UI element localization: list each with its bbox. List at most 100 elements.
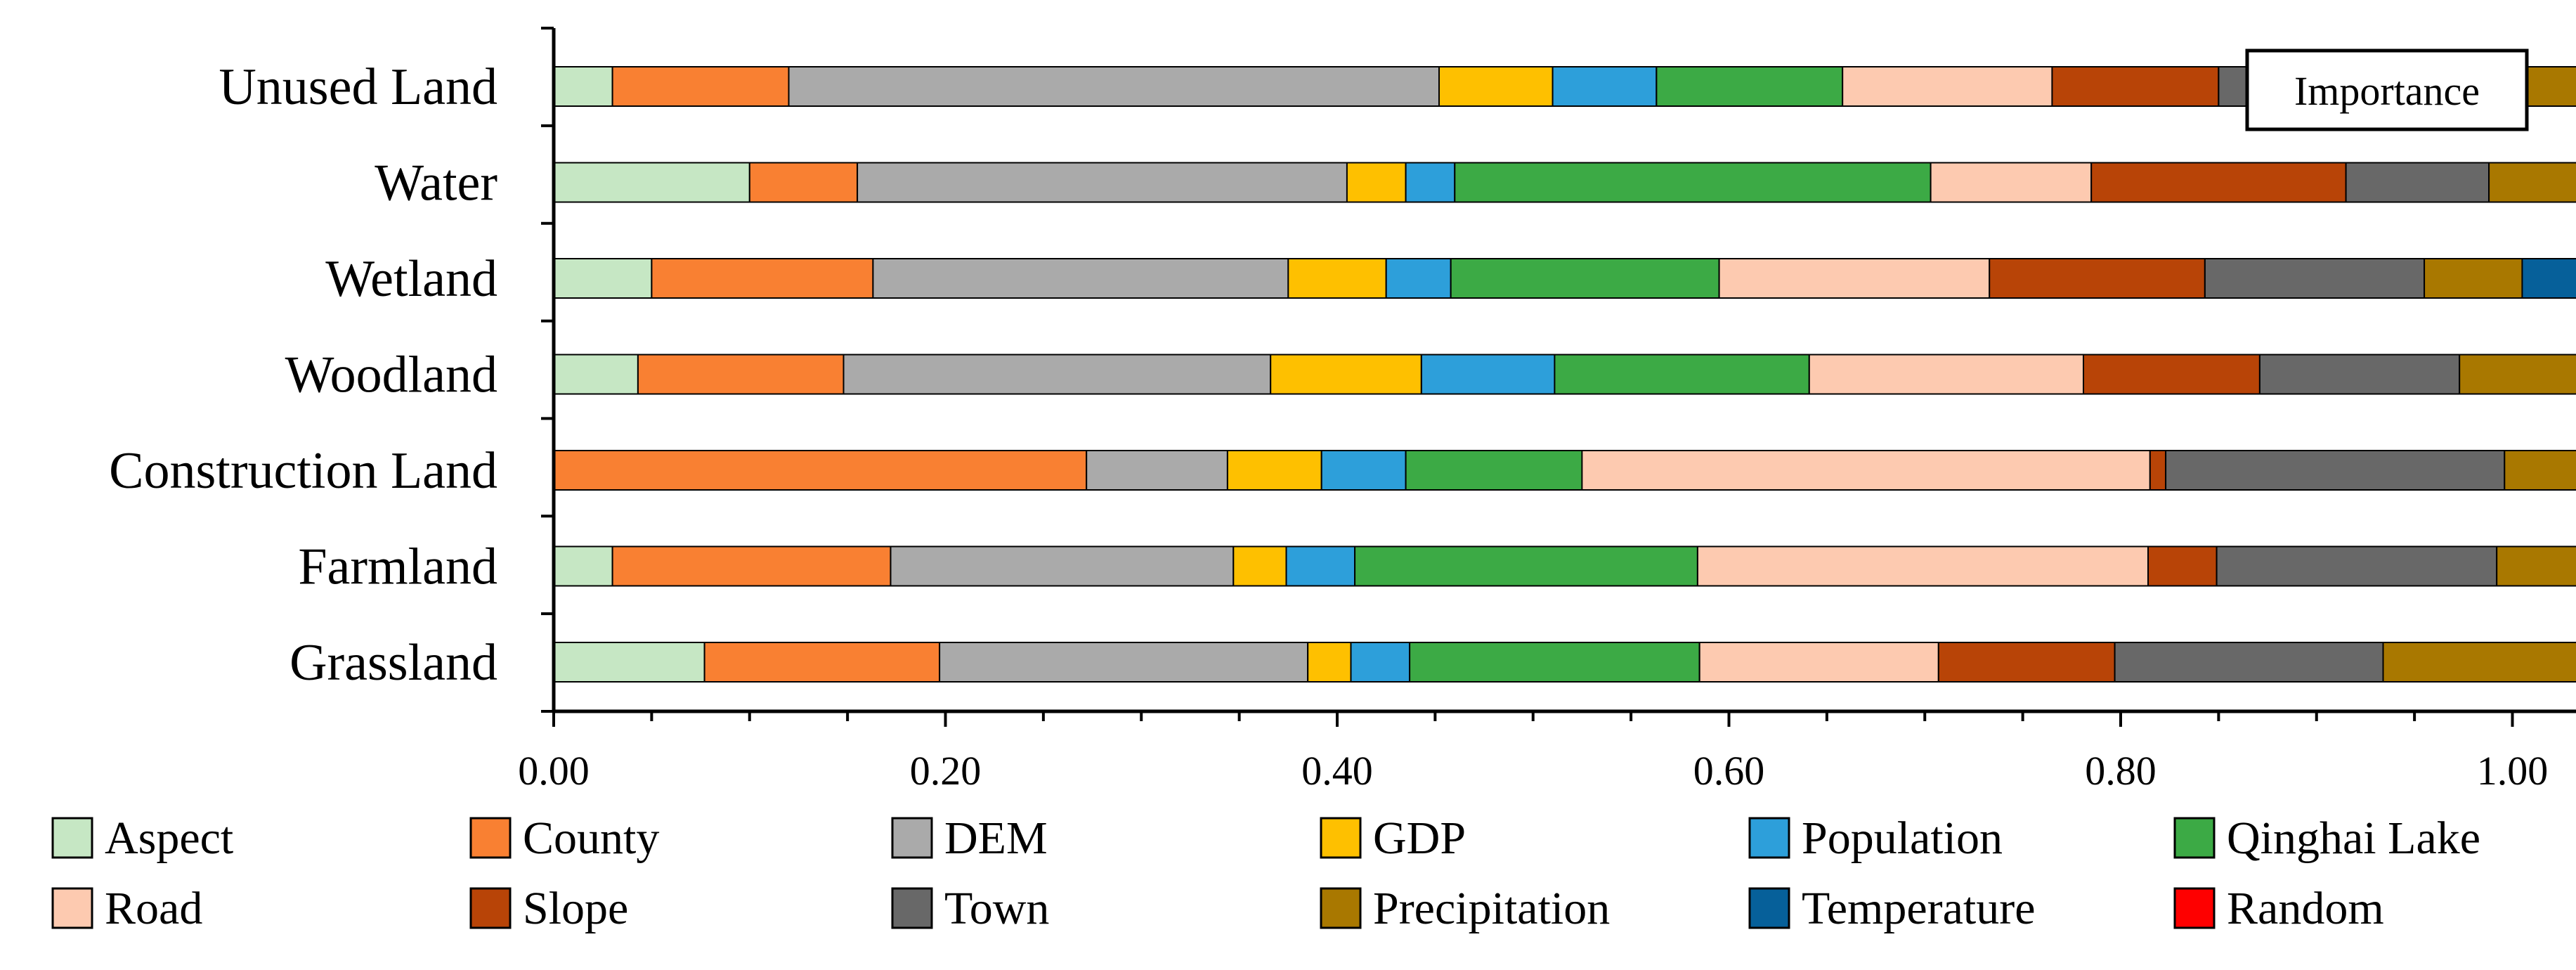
bar-segment [554,451,1086,490]
bar-segment [1406,163,1455,202]
bar-segment [2205,259,2424,298]
bar-segment [651,259,873,298]
chart-title-box: Importance [2247,51,2527,129]
bar-segment [554,163,750,202]
category-label: Grassland [290,634,497,692]
legend-label: Road [105,883,202,934]
bar-segment [891,547,1234,586]
x-tick-label: 0.60 [1693,748,1765,794]
bar-segment [1700,642,1939,682]
bar-segment [2424,259,2522,298]
legend-label: Slope [523,883,628,934]
bar-segment [1322,451,1406,490]
bar-segment [1698,547,2148,586]
category-labels: Unused LandWaterWetlandWoodlandConstruct… [109,58,497,692]
legend-swatch [53,818,92,858]
bar-segment [1355,547,1698,586]
legend-item: Qinghai Lake [2175,813,2480,864]
bar-segment [705,642,940,682]
legend-item: Slope [471,883,628,934]
legend-label: Temperature [1802,883,2036,934]
bar-segment [2346,163,2490,202]
bar-segment [2148,547,2217,586]
category-label: Wetland [325,250,497,308]
bar-segment [1308,642,1351,682]
legend-swatch [471,888,510,928]
bar-segment [638,355,844,394]
legend-label: Qinghai Lake [2227,813,2480,864]
bar-segment [2459,355,2576,394]
legend-swatch [892,888,932,928]
legend-label: Town [944,883,1049,934]
bar-segment [750,163,857,202]
legend-label: Population [1802,813,2003,864]
legend-item: Aspect [53,813,233,864]
bar-segment [554,259,651,298]
bar-segment [1228,451,1322,490]
legend-swatch [1321,818,1360,858]
legend-item: Population [1750,813,2003,864]
bar-segment [939,642,1308,682]
chart-title: Importance [2294,68,2480,114]
bar-segment [1351,642,1410,682]
bar-segment [1288,259,1386,298]
category-label: Construction Land [109,442,497,500]
bar-segment [2497,547,2576,586]
bar-segment [2166,451,2504,490]
bar-segment [1582,451,2149,490]
category-label: Woodland [285,347,497,404]
x-tick-label: 0.80 [2085,748,2157,794]
legend-label: County [523,813,659,864]
bar-segment [2504,451,2576,490]
bar-segment [1451,259,1719,298]
legend-swatch [892,818,932,858]
legend-swatch [1750,888,1789,928]
bar-segment [554,67,613,106]
bar-segment [613,547,891,586]
x-tick-labels: 0.000.200.400.600.801.001.201.40 [518,748,2576,794]
x-tick-label: 1.00 [2477,748,2549,794]
legend-item: Road [53,883,202,934]
bar-segment [1406,451,1582,490]
legend-swatch [2175,818,2214,858]
legend-item: GDP [1321,813,1466,864]
x-tick-label: 0.40 [1301,748,1373,794]
bar-segment [857,163,1347,202]
legend: Aspect County DEM GDP Population Qinghai Lake… [53,813,2480,934]
bar-segment [2083,355,2260,394]
legend-item: Temperature [1750,883,2036,934]
legend-item: County [471,813,659,864]
bar-segment [2260,355,2459,394]
bar-segment [2522,259,2576,298]
bar-segment [1410,642,1700,682]
bar-segment [554,642,705,682]
bar-segment [2091,163,2346,202]
bar-segment [1386,259,1451,298]
legend-item: DEM [892,813,1048,864]
bar-segment [2489,163,2576,202]
legend-swatch [2175,888,2214,928]
bar-segment [1347,163,1406,202]
bar-segment [1554,355,1809,394]
bar-segment [844,355,1271,394]
legend-label: Aspect [105,813,233,864]
bar-segment [1422,355,1555,394]
category-label: Water [375,155,497,212]
legend-label: DEM [944,813,1048,864]
bar-segment [2052,67,2218,106]
bar-segment [1287,547,1355,586]
bar-segment [2150,451,2166,490]
bar-segment [1455,163,1930,202]
legend-label: Precipitation [1373,883,1610,934]
bar-segment [554,547,613,586]
bar-segment [1233,547,1286,586]
legend-label: Random [2227,883,2384,934]
legend-item: Random [2175,883,2384,934]
bar-segment [2383,642,2576,682]
bar-segment [1656,67,1842,106]
legend-label: GDP [1373,813,1466,864]
x-tick-label: 0.20 [910,748,982,794]
legend-swatch [53,888,92,928]
